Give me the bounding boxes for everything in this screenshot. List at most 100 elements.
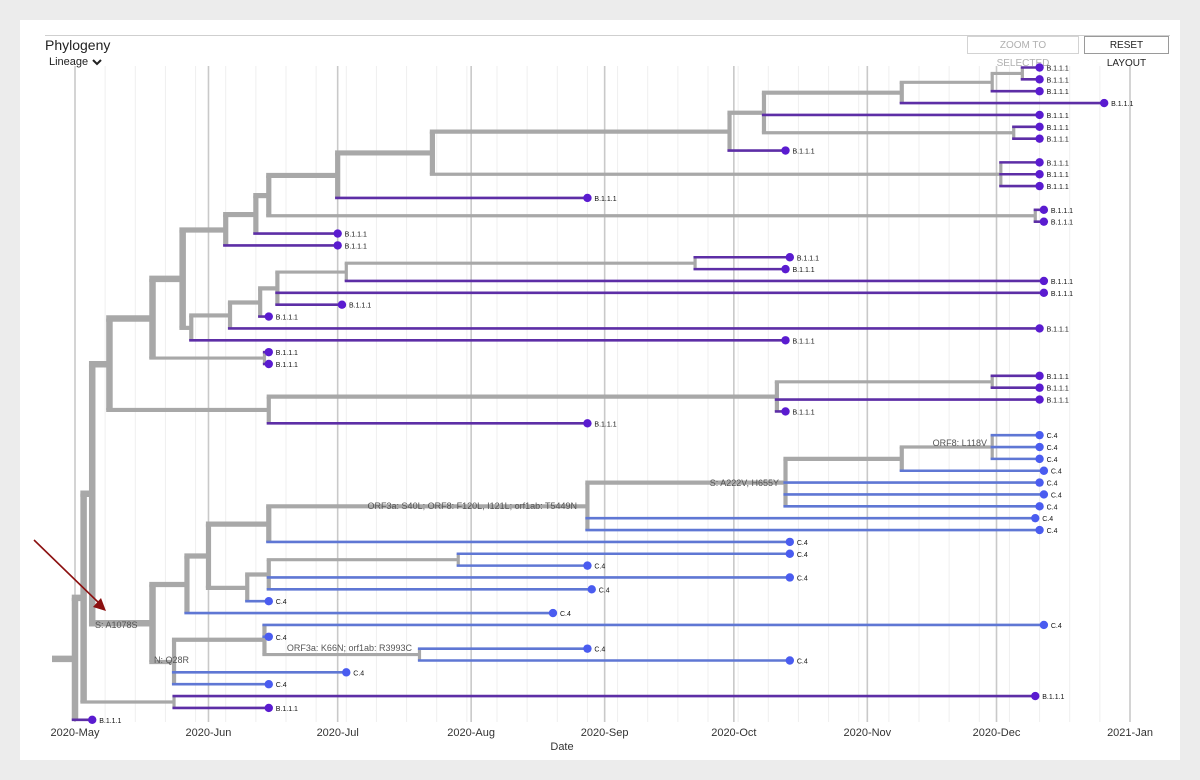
tip-label: B.1.1.1 bbox=[1047, 113, 1069, 120]
tip-label: C.4 bbox=[1047, 481, 1058, 488]
tip-node[interactable] bbox=[785, 656, 795, 665]
tip-label: B.1.1.1 bbox=[1051, 208, 1073, 215]
tip-node[interactable] bbox=[781, 336, 790, 345]
tip-node[interactable] bbox=[264, 597, 273, 606]
tip-label: B.1.1.1 bbox=[1051, 279, 1073, 286]
tip-label: B.1.1.1 bbox=[793, 409, 815, 416]
x-tick-label: 2020-Dec bbox=[973, 727, 1021, 739]
reset-layout-button[interactable]: RESET LAYOUT bbox=[1084, 36, 1169, 69]
tip-label: B.1.1.1 bbox=[276, 315, 298, 322]
zoom-to-selected-button[interactable]: ZOOM TO SELECTED bbox=[967, 36, 1079, 69]
tip-label: B.1.1.1 bbox=[793, 149, 815, 156]
tip-node[interactable] bbox=[1099, 98, 1109, 108]
tip-label: B.1.1.1 bbox=[793, 338, 815, 345]
tip-label: B.1.1.1 bbox=[276, 362, 298, 369]
tip-node[interactable] bbox=[1039, 276, 1049, 286]
x-tick-label: 2020-Jun bbox=[186, 727, 232, 739]
tip-node[interactable] bbox=[1035, 324, 1044, 333]
tip-label: C.4 bbox=[797, 540, 808, 547]
tip-node[interactable] bbox=[1035, 525, 1044, 535]
tip-node[interactable] bbox=[583, 644, 592, 653]
tip-node[interactable] bbox=[785, 549, 795, 558]
tip-node[interactable] bbox=[264, 347, 273, 357]
tip-label: C.4 bbox=[353, 670, 364, 677]
tip-node[interactable] bbox=[1035, 122, 1044, 131]
tip-label: C.4 bbox=[1051, 492, 1062, 499]
tip-label: B.1.1.1 bbox=[594, 421, 616, 428]
tip-node[interactable] bbox=[1035, 87, 1044, 96]
tip-node[interactable] bbox=[88, 715, 97, 724]
tip-node[interactable] bbox=[1035, 134, 1044, 143]
color-by-label: Lineage bbox=[49, 56, 89, 68]
tip-node[interactable] bbox=[583, 193, 592, 203]
tip-node[interactable] bbox=[781, 407, 790, 416]
tip-label: C.4 bbox=[1047, 528, 1058, 535]
mutation-label: ORF3a: S40L; ORF8: F120L, I121L; orf1ab:… bbox=[368, 501, 577, 511]
tip-node[interactable] bbox=[1039, 217, 1049, 226]
tip-node[interactable] bbox=[1039, 205, 1049, 215]
tip-label: B.1.1.1 bbox=[1047, 125, 1069, 132]
tip-label: C.4 bbox=[797, 659, 808, 666]
tip-node[interactable] bbox=[342, 668, 351, 677]
tip-node[interactable] bbox=[587, 585, 596, 594]
tip-node[interactable] bbox=[1035, 442, 1044, 452]
color-by-dropdown[interactable]: Lineage bbox=[49, 56, 102, 68]
tip-label: C.4 bbox=[594, 647, 605, 654]
tip-node[interactable] bbox=[264, 703, 273, 713]
tip-label: B.1.1.1 bbox=[1047, 137, 1069, 144]
tip-node[interactable] bbox=[1031, 513, 1040, 523]
mutation-label: S: A1078S bbox=[95, 620, 138, 630]
tip-label: C.4 bbox=[560, 611, 571, 618]
tip-node[interactable] bbox=[1035, 170, 1044, 179]
tip-node[interactable] bbox=[548, 608, 558, 618]
tip-node[interactable] bbox=[1039, 620, 1049, 630]
tip-label: B.1.1.1 bbox=[1051, 291, 1073, 298]
tip-label: B.1.1.1 bbox=[1051, 220, 1073, 227]
tip-node[interactable] bbox=[1031, 691, 1040, 701]
tip-label: B.1.1.1 bbox=[1047, 386, 1069, 393]
tip-node[interactable] bbox=[583, 561, 592, 570]
tip-node[interactable] bbox=[785, 573, 795, 582]
tip-node[interactable] bbox=[337, 300, 347, 309]
tip-node[interactable] bbox=[785, 253, 795, 262]
mutation-label: N: Q28R bbox=[154, 655, 190, 665]
tip-node[interactable] bbox=[1035, 502, 1044, 511]
chevron-down-icon bbox=[92, 59, 102, 66]
tip-node[interactable] bbox=[785, 537, 795, 547]
tip-node[interactable] bbox=[781, 146, 790, 155]
tip-node[interactable] bbox=[1035, 430, 1044, 440]
tip-node[interactable] bbox=[333, 241, 342, 250]
tip-node[interactable] bbox=[1035, 181, 1044, 191]
tip-node[interactable] bbox=[1035, 158, 1044, 167]
tip-node[interactable] bbox=[583, 419, 592, 428]
tip-node[interactable] bbox=[1035, 371, 1044, 381]
tip-node[interactable] bbox=[264, 359, 273, 369]
tip-node[interactable] bbox=[264, 680, 273, 689]
tip-node[interactable] bbox=[1035, 383, 1044, 392]
tip-node[interactable] bbox=[1039, 490, 1049, 499]
tip-node[interactable] bbox=[264, 312, 273, 321]
tip-node[interactable] bbox=[1035, 75, 1044, 84]
tip-label: C.4 bbox=[1042, 516, 1053, 523]
tip-node[interactable] bbox=[1035, 454, 1044, 464]
tip-label: B.1.1.1 bbox=[99, 718, 121, 725]
tip-node[interactable] bbox=[1035, 395, 1044, 404]
tip-label: C.4 bbox=[1047, 457, 1058, 464]
tip-node[interactable] bbox=[333, 229, 342, 238]
mutation-label: ORF3a: K66N; orf1ab: R3993C bbox=[287, 643, 413, 653]
x-tick-label: 2020-Jul bbox=[317, 727, 359, 739]
tip-label: C.4 bbox=[1051, 469, 1062, 476]
tip-label: C.4 bbox=[599, 587, 610, 594]
tip-label: C.4 bbox=[797, 575, 808, 582]
tip-node[interactable] bbox=[1035, 110, 1044, 120]
tip-label: C.4 bbox=[1047, 445, 1058, 452]
tip-node[interactable] bbox=[781, 264, 790, 274]
tip-label: B.1.1.1 bbox=[1047, 172, 1069, 179]
tip-node[interactable] bbox=[1035, 478, 1044, 487]
tip-label: B.1.1.1 bbox=[345, 232, 367, 239]
tip-node[interactable] bbox=[264, 632, 273, 641]
tip-node[interactable] bbox=[1035, 63, 1044, 72]
tip-node[interactable] bbox=[1039, 466, 1049, 475]
tip-node[interactable] bbox=[1039, 288, 1049, 298]
